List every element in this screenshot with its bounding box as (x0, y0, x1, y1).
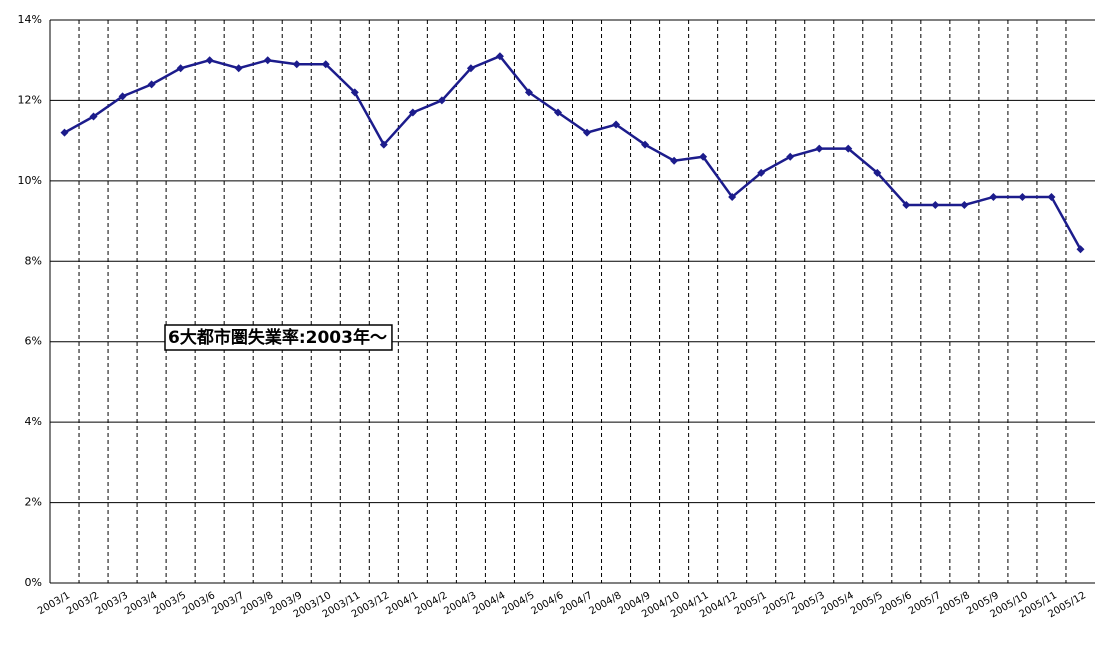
y-tick-label: 8% (25, 254, 42, 267)
marker (1018, 192, 1027, 201)
marker (728, 192, 737, 201)
marker (379, 140, 388, 149)
marker (553, 108, 562, 117)
marker (495, 52, 504, 61)
marker (960, 200, 969, 209)
y-tick-label: 10% (18, 174, 42, 187)
marker (670, 156, 679, 165)
marker (466, 64, 475, 73)
marker (583, 128, 592, 137)
y-tick-label: 4% (25, 415, 42, 428)
marker (321, 60, 330, 69)
marker (408, 108, 417, 117)
marker (147, 80, 156, 89)
marker (902, 200, 911, 209)
y-tick-label: 2% (25, 496, 42, 509)
marker (60, 128, 69, 137)
annotation-box (164, 324, 393, 351)
marker (989, 192, 998, 201)
marker (263, 56, 272, 65)
annotation-text: 6大都市圏失業率:2003年～ (168, 327, 387, 348)
marker (234, 64, 243, 73)
marker (176, 64, 185, 73)
marker (844, 144, 853, 153)
line (63, 54, 1082, 250)
marker (612, 120, 621, 129)
marker (350, 88, 359, 97)
marker (931, 200, 940, 209)
marker (757, 168, 766, 177)
marker (1047, 192, 1056, 201)
marker (437, 96, 446, 105)
marker (524, 88, 533, 97)
y-tick-label: 12% (18, 93, 42, 106)
marker (641, 140, 650, 149)
marker (205, 56, 214, 65)
marker (89, 112, 98, 121)
marker (815, 144, 824, 153)
marker (873, 168, 882, 177)
marker (1076, 245, 1085, 254)
marker (786, 152, 795, 161)
marker (118, 92, 127, 101)
marker (292, 60, 301, 69)
annotation: 6大都市圏失業率:2003年～ (164, 324, 393, 351)
y-tick-label: 14% (18, 13, 42, 26)
marker (699, 152, 708, 161)
y-tick-label: 0% (25, 576, 42, 589)
y-tick-label: 6% (25, 335, 42, 348)
